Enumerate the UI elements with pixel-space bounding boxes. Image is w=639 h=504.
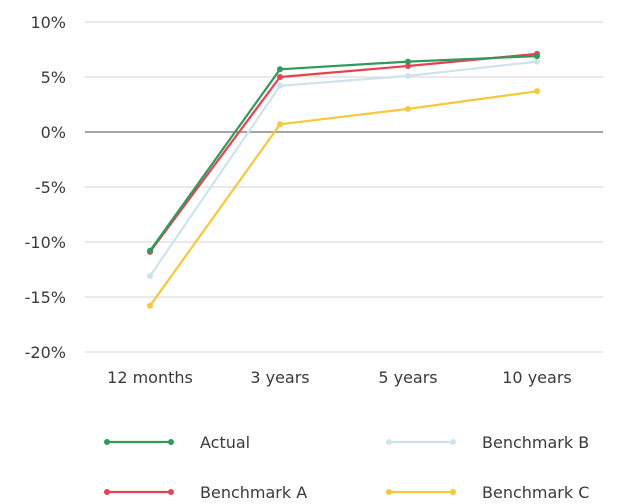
legend-label: Benchmark A [200, 483, 307, 502]
legend-swatch-dot [104, 489, 110, 495]
data-point [405, 105, 411, 112]
y-axis-tick-labels: 10% 5% 0% -5% -10% -15% -20% [25, 13, 66, 362]
series-benchmark-c [147, 88, 540, 309]
legend-swatch-dot [386, 489, 392, 495]
legend-swatch-dot [450, 489, 456, 495]
x-axis-tick-labels: 12 months 3 years 5 years 10 years [107, 368, 572, 387]
data-point [277, 74, 283, 80]
legend-item: Actual [104, 433, 250, 452]
series-line [149, 55, 538, 252]
data-point [534, 58, 540, 65]
legend-label: Actual [200, 433, 250, 452]
y-tick-label: -5% [35, 178, 66, 197]
y-tick-label: 10% [30, 13, 66, 32]
data-point [277, 121, 283, 128]
legend-swatch-dot [386, 439, 392, 445]
x-tick-label: 10 years [502, 368, 571, 387]
x-tick-label: 3 years [250, 368, 309, 387]
y-tick-label: -15% [25, 288, 66, 307]
series-lines [147, 50, 540, 309]
legend-label: Benchmark B [482, 433, 589, 452]
x-tick-label: 12 months [107, 368, 193, 387]
legend-item: Benchmark B [386, 433, 589, 452]
data-point [405, 63, 411, 69]
series-line [149, 52, 538, 253]
legend-item: Benchmark A [104, 483, 307, 502]
legend-swatch-dot [168, 439, 174, 445]
data-point [147, 302, 153, 309]
legend: Actual Benchmark A Benchmark B Benchmark C [104, 433, 589, 502]
data-point [147, 273, 153, 280]
legend-swatch-dot [168, 489, 174, 495]
y-tick-label: 5% [41, 68, 66, 87]
series-line [149, 60, 538, 277]
data-point [405, 58, 411, 65]
series-actual [147, 53, 540, 254]
data-point [534, 88, 540, 95]
y-tick-label: -10% [25, 233, 66, 252]
y-tick-label: -20% [25, 343, 66, 362]
grid-lines [85, 21, 603, 353]
legend-swatch-dot [450, 439, 456, 445]
data-point [277, 82, 283, 89]
x-tick-label: 5 years [378, 368, 437, 387]
data-point [277, 66, 283, 73]
series-benchmark-b [147, 58, 540, 280]
series-line [149, 90, 538, 307]
data-point [534, 53, 540, 60]
data-point [405, 72, 411, 79]
y-tick-label: 0% [41, 123, 66, 142]
data-point [147, 247, 153, 254]
legend-label: Benchmark C [482, 483, 589, 502]
legend-swatch-dot [104, 439, 110, 445]
legend-item: Benchmark C [386, 483, 589, 502]
